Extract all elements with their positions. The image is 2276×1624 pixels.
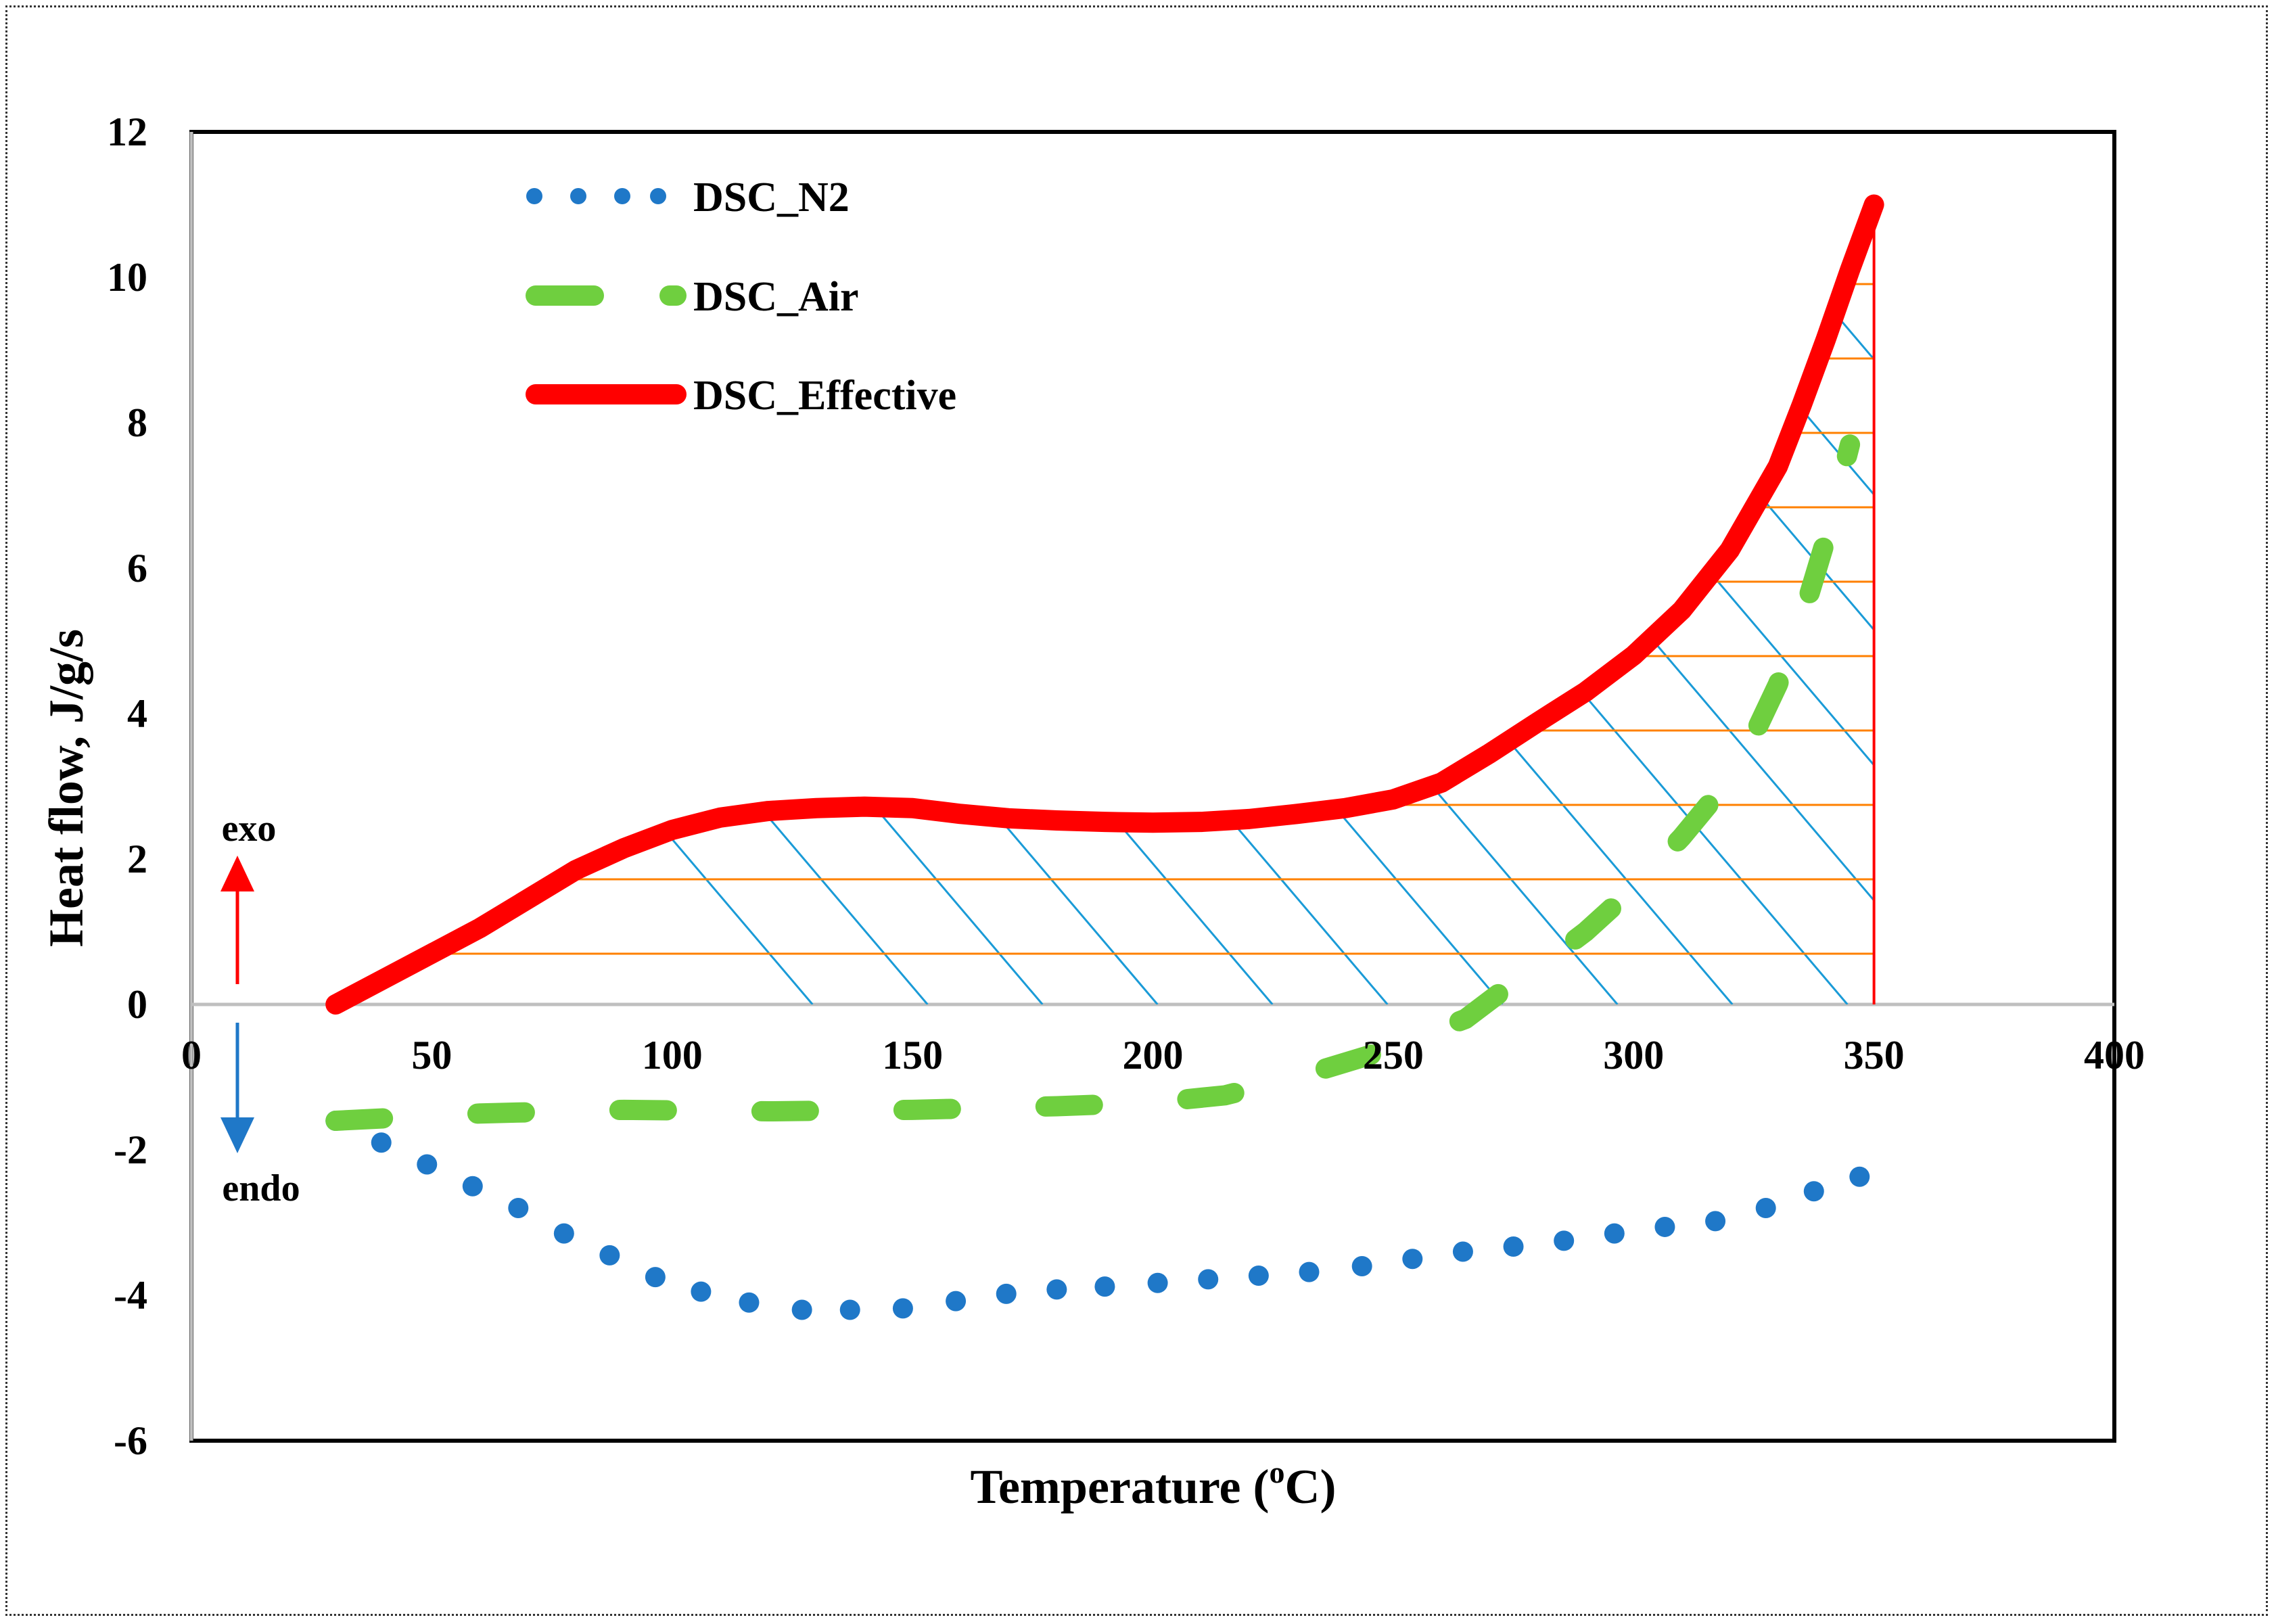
series-point-dsc-n2 bbox=[1046, 1279, 1067, 1300]
y-tick-label: 10 bbox=[107, 255, 147, 300]
x-tick-label: 150 bbox=[882, 1033, 943, 1077]
legend-label-dsc-effective: DSC_Effective bbox=[693, 373, 956, 419]
series-point-dsc-n2 bbox=[599, 1245, 620, 1266]
series-line-dsc-air bbox=[325, 434, 1861, 1131]
series-point-dsc-n2 bbox=[791, 1299, 812, 1320]
endo-label: endo bbox=[222, 1167, 300, 1209]
x-tick-label: 200 bbox=[1123, 1033, 1184, 1077]
x-tick-label: 400 bbox=[2084, 1033, 2145, 1077]
series-point-dsc-n2 bbox=[892, 1298, 913, 1319]
series-point-dsc-n2 bbox=[1849, 1166, 1870, 1187]
y-tick-label: 6 bbox=[127, 546, 147, 590]
y-tick-label: -2 bbox=[114, 1128, 147, 1172]
series-point-dsc-n2 bbox=[1755, 1198, 1776, 1218]
series-point-dsc-n2 bbox=[417, 1154, 438, 1175]
y-tick-label: 8 bbox=[127, 400, 147, 445]
series-point-dsc-n2 bbox=[1147, 1272, 1168, 1293]
y-axis-label: Heat flow, J/g/s bbox=[39, 629, 93, 947]
series-point-dsc-n2 bbox=[371, 1132, 392, 1153]
series-point-dsc-n2 bbox=[1351, 1256, 1372, 1276]
x-tick-label: 350 bbox=[1844, 1033, 1905, 1077]
series-point-dsc-n2 bbox=[1198, 1269, 1219, 1290]
hatch-diagonal-line bbox=[1742, 204, 1874, 1004]
series-layer bbox=[325, 194, 1884, 1320]
exo-arrow-head bbox=[220, 856, 254, 891]
y-tick-label: -6 bbox=[114, 1418, 147, 1463]
x-tick-label: 100 bbox=[642, 1033, 703, 1077]
legend-label-dsc-n2: DSC_N2 bbox=[693, 175, 850, 221]
legend-marker-dot bbox=[570, 188, 586, 204]
series-point-dsc-n2 bbox=[1094, 1276, 1115, 1297]
plot-area bbox=[189, 130, 2116, 1443]
endo-arrow-head bbox=[220, 1117, 254, 1153]
series-point-dsc-n2 bbox=[1402, 1249, 1423, 1270]
legend-entry-dsc-effective: DSC_Effective bbox=[526, 373, 956, 419]
series-point-dsc-n2 bbox=[1503, 1236, 1524, 1257]
x-tick-label: 250 bbox=[1363, 1033, 1424, 1077]
exo-label: exo bbox=[222, 808, 277, 850]
y-tick-label: 12 bbox=[107, 110, 147, 154]
series-point-dsc-n2 bbox=[691, 1281, 712, 1302]
legend: DSC_N2 DSC_Air DSC_Effective bbox=[526, 175, 956, 419]
x-tick-label: 0 bbox=[181, 1033, 202, 1077]
series-line-dsc-effective bbox=[325, 194, 1884, 1015]
legend-marker-dot bbox=[650, 188, 666, 204]
x-tick-label: 50 bbox=[411, 1033, 452, 1077]
legend-marker-dot bbox=[526, 188, 542, 204]
y-tick-label: 2 bbox=[127, 837, 147, 881]
series-point-dsc-n2 bbox=[1554, 1230, 1575, 1251]
series-point-dsc-n2 bbox=[1452, 1241, 1473, 1262]
series-point-dsc-n2 bbox=[508, 1198, 529, 1218]
series-point-dsc-n2 bbox=[1654, 1216, 1675, 1237]
figure-border bbox=[5, 5, 2268, 1616]
tick-labels: 0 50 100 150 200 250 300 350 400 -6 -4 -2 0 2 4 6 8 10 12 bbox=[107, 110, 2145, 1463]
series-point-dsc-n2 bbox=[1803, 1181, 1824, 1202]
legend-marker-dot bbox=[614, 188, 630, 204]
series-point-dsc-n2 bbox=[462, 1176, 483, 1197]
series-point-dsc-n2 bbox=[1705, 1211, 1726, 1232]
x-axis-label: Temperature (oC) bbox=[971, 1455, 1337, 1514]
legend-label-dsc-air: DSC_Air bbox=[693, 274, 859, 320]
series-point-dsc-n2 bbox=[1248, 1265, 1269, 1286]
series-point-dsc-n2 bbox=[1604, 1223, 1625, 1244]
y-tick-label: -4 bbox=[114, 1273, 147, 1318]
legend-entry-dsc-n2: DSC_N2 bbox=[526, 175, 850, 221]
y-tick-label: 0 bbox=[127, 982, 147, 1027]
series-point-dsc-n2 bbox=[1299, 1261, 1320, 1282]
series-point-dsc-n2 bbox=[839, 1299, 860, 1320]
x-tick-label: 300 bbox=[1603, 1033, 1664, 1077]
y-tick-label: 4 bbox=[127, 691, 147, 736]
series-point-dsc-n2 bbox=[996, 1283, 1017, 1304]
series-point-dsc-n2 bbox=[553, 1223, 574, 1244]
series-point-dsc-n2 bbox=[645, 1267, 666, 1288]
series-point-dsc-n2 bbox=[946, 1291, 967, 1312]
series-point-dsc-n2 bbox=[739, 1292, 760, 1313]
legend-entry-dsc-air: DSC_Air bbox=[526, 274, 859, 320]
